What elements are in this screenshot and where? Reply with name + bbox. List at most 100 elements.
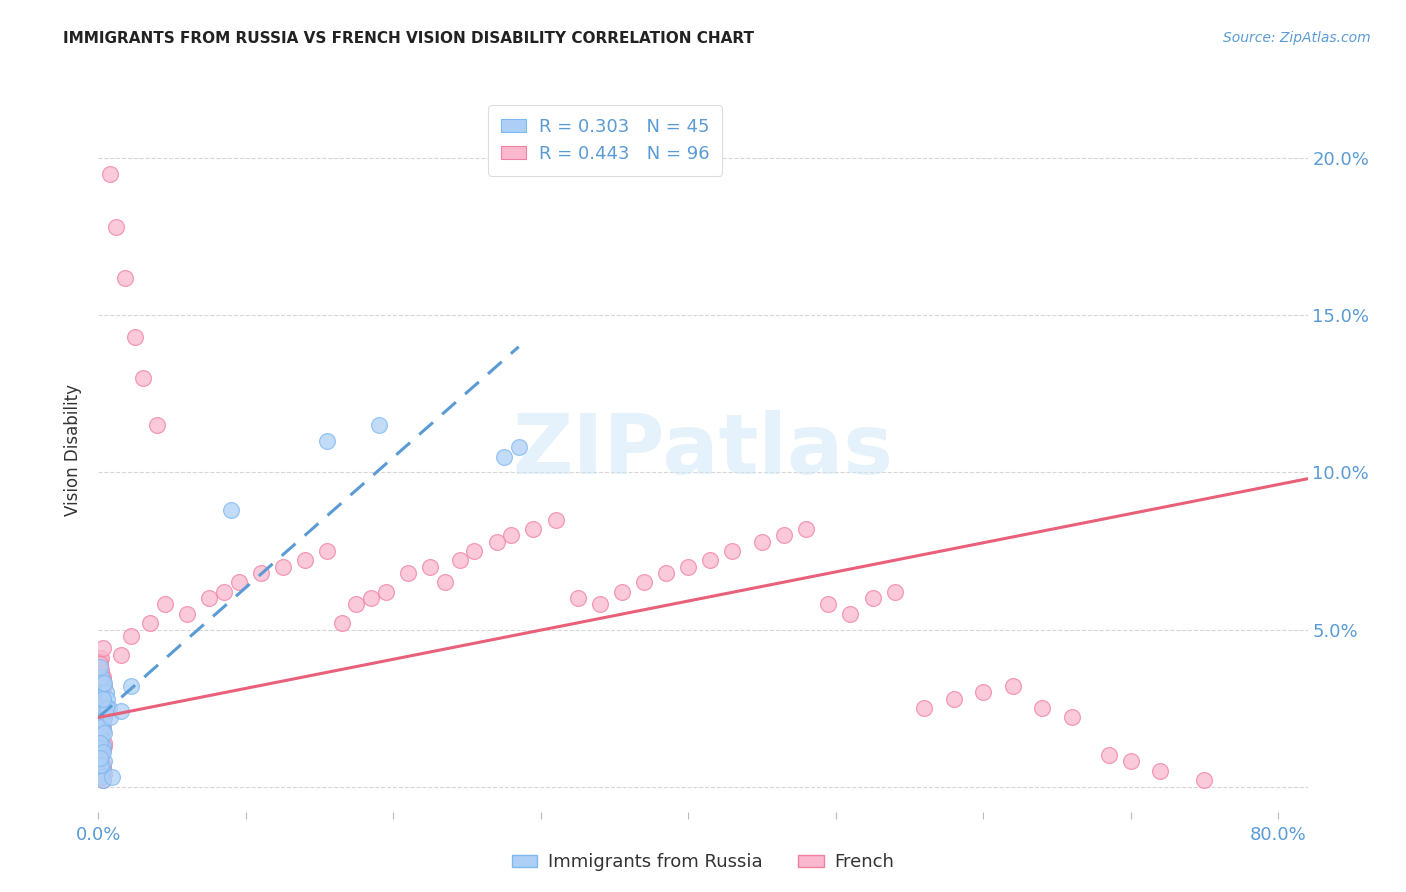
Point [90,704,112,718]
Y-axis label: Vision Disability: Vision Disability [65,384,83,516]
Point [89,736,111,750]
Point [93,726,115,740]
Point [678,559,700,574]
Point [544,512,567,526]
Point [1119,755,1142,769]
Point [90,732,112,747]
Point [375,584,398,599]
Point [330,616,353,631]
Point [90,748,112,763]
Point [972,685,994,699]
Point [1194,773,1216,788]
Point [97,701,120,715]
Point [91,757,114,772]
Point [90,679,112,693]
Point [862,591,884,606]
Point [567,591,589,606]
Point [90,761,112,775]
Point [93,755,115,769]
Point [120,629,142,643]
Point [89,666,111,681]
Point [91,723,114,737]
Point [105,220,128,235]
Point [1031,701,1053,715]
Point [91,742,114,756]
Point [419,559,441,574]
Point [90,670,112,684]
Point [90,664,112,678]
Point [942,691,965,706]
Point [153,598,176,612]
Point [346,598,368,612]
Point [90,726,112,740]
Point [110,704,132,718]
Point [90,676,112,690]
Point [91,695,114,709]
Point [91,641,114,656]
Legend: Immigrants from Russia, French: Immigrants from Russia, French [505,847,901,879]
Point [219,503,242,517]
Point [90,716,112,731]
Point [90,764,112,778]
Point [508,440,530,454]
Text: Source: ZipAtlas.com: Source: ZipAtlas.com [1223,31,1371,45]
Point [699,553,721,567]
Point [93,739,115,753]
Point [91,723,114,737]
Point [89,701,111,715]
Legend: R = 0.303   N = 45, R = 0.443   N = 96: R = 0.303 N = 45, R = 0.443 N = 96 [488,105,723,176]
Point [90,732,112,747]
Point [367,418,389,433]
Point [91,670,114,684]
Point [360,591,382,606]
Point [817,598,839,612]
Point [294,553,316,567]
Point [91,739,114,753]
Point [91,720,114,734]
Point [100,770,122,784]
Point [96,691,118,706]
Text: ZIPatlas: ZIPatlas [513,410,893,491]
Point [93,710,115,724]
Point [89,701,111,715]
Point [212,584,235,599]
Point [124,330,146,344]
Point [198,591,221,606]
Text: IMMIGRANTS FROM RUSSIA VS FRENCH VISION DISABILITY CORRELATION CHART: IMMIGRANTS FROM RUSSIA VS FRENCH VISION … [63,31,754,46]
Point [91,745,114,759]
Point [91,714,114,728]
Point [89,770,111,784]
Point [89,755,111,769]
Point [271,559,294,574]
Point [633,575,655,590]
Point [1097,748,1119,763]
Point [90,682,112,697]
Point [91,691,114,706]
Point [93,707,115,722]
Point [89,745,111,759]
Point [316,544,339,558]
Point [433,575,456,590]
Point [610,584,633,599]
Point [93,710,115,724]
Point [98,167,121,181]
Point [522,522,544,536]
Point [463,544,485,558]
Point [91,676,114,690]
Point [91,764,114,778]
Point [794,522,817,536]
Point [94,685,117,699]
Point [91,761,114,775]
Point [89,660,111,674]
Point [89,698,111,712]
Point [91,773,114,788]
Point [773,528,796,542]
Point [139,616,162,631]
Point [249,566,271,580]
Point [449,553,471,567]
Point [1001,679,1024,693]
Point [492,450,515,464]
Point [90,770,112,784]
Point [93,679,115,693]
Point [93,676,115,690]
